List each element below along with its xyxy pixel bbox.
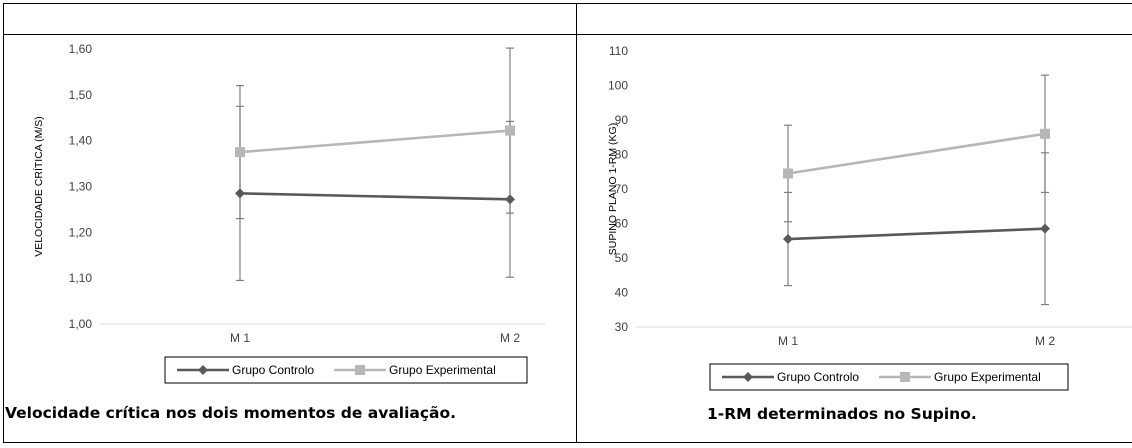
legend-marker-diamond	[743, 372, 753, 382]
legend-label: Grupo Controlo	[777, 370, 859, 384]
caption-supino: 1-RM determinados no Supino.	[707, 405, 977, 423]
table-column-divider	[576, 3, 577, 443]
legend-item-controlo: Grupo Controlo	[177, 363, 314, 377]
series-line-experimental	[787, 132, 1046, 175]
table-frame	[3, 3, 1132, 443]
y-tick-label: 40	[615, 286, 629, 300]
y-axis-title: VELOCIDADE CRÍTICA (M/S)	[32, 116, 45, 257]
chart-panel-supino: 30 40 50 60 70 80 90 100 110 SUPINO PLANO 1-RM (K…	[582, 35, 1132, 395]
x-tick-label: M 2	[500, 331, 520, 345]
y-tick-label: 110	[609, 44, 628, 58]
data-point-controlo	[505, 194, 515, 205]
legend-marker-diamond	[198, 365, 208, 375]
data-point-experimental	[235, 147, 245, 158]
y-tick-label: 1,50	[69, 88, 93, 102]
x-tick-label: M 1	[778, 334, 798, 348]
legend: Grupo Controlo Grupo Experimental	[709, 363, 1069, 391]
y-tick-label: 1,40	[69, 134, 93, 148]
data-point-experimental	[783, 168, 793, 179]
y-tick-label: 50	[615, 251, 629, 265]
legend-label: Grupo Experimental	[389, 363, 496, 377]
y-tick-label: 90	[615, 113, 629, 127]
y-tick-label: 1,10	[69, 271, 93, 285]
legend-item-experimental: Grupo Experimental	[879, 370, 1041, 384]
x-tick-label: M 2	[1035, 334, 1055, 348]
series-line-experimental	[239, 129, 511, 154]
y-tick-label: 80	[615, 148, 629, 162]
legend-label: Grupo Experimental	[934, 370, 1041, 384]
legend-marker-square	[355, 365, 366, 375]
y-tick-label: 1,60	[69, 42, 93, 56]
y-tick-label: 1,00	[69, 317, 93, 331]
velocidade-critica-chart: 1,00 1,10 1,20 1,30 1,40 1,50 1,60 VELOCIDADE C…	[32, 42, 545, 384]
y-tick-label: 100	[608, 79, 628, 93]
y-tick-label: 1,20	[69, 225, 93, 239]
y-tick-label: 1,30	[69, 180, 93, 194]
supino-1rm-chart: 30 40 50 60 70 80 90 100 110 SUPINO PLANO 1-RM (K…	[607, 44, 1132, 391]
data-point-experimental	[505, 125, 515, 136]
legend-label: Grupo Controlo	[232, 363, 314, 377]
legend-item-experimental: Grupo Experimental	[334, 363, 496, 377]
legend: Grupo Controlo Grupo Experimental	[164, 356, 528, 384]
data-point-controlo	[783, 234, 793, 245]
legend-item-controlo: Grupo Controlo	[722, 370, 859, 384]
y-tick-label: 70	[615, 182, 629, 196]
legend-marker-square	[900, 372, 911, 382]
caption-velocidade: Velocidade crítica nos dois momentos de …	[5, 404, 457, 422]
y-tick-label: 60	[615, 217, 629, 231]
chart-panel-velocidade: 1,00 1,10 1,20 1,30 1,40 1,50 1,60 VELOCIDADE C…	[5, 35, 575, 395]
table-header-divider	[3, 34, 1132, 35]
y-axis-title: SUPINO PLANO 1-RM (KG)	[607, 123, 619, 255]
data-point-controlo	[1040, 223, 1050, 234]
y-tick-label: 30	[615, 320, 629, 334]
x-tick-label: M 1	[230, 331, 250, 345]
series-line-controlo	[239, 192, 511, 201]
series-line-controlo	[787, 227, 1046, 241]
data-point-controlo	[235, 188, 245, 199]
data-point-experimental	[1040, 128, 1050, 139]
